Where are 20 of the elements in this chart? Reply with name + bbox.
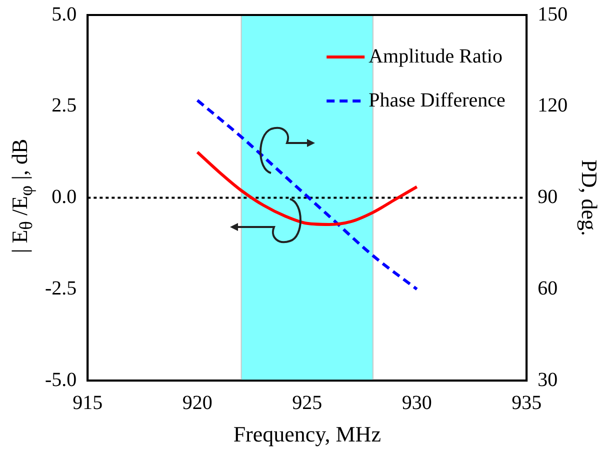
y2-axis-title: PD, deg. <box>577 160 602 236</box>
x-tick-label: 920 <box>182 392 212 414</box>
line-series <box>196 150 418 226</box>
x-axis-title: Frequency, MHz <box>233 422 382 447</box>
y2-tick-label: 60 <box>538 277 558 300</box>
legend-label: Amplitude Ratio <box>368 45 502 68</box>
y-tick-label: 2.5 <box>52 94 77 117</box>
x-tick-label: 930 <box>402 392 432 414</box>
x-tick-label: 915 <box>72 392 103 414</box>
y2-tick-label: 120 <box>538 94 568 117</box>
legend-label: Phase Difference <box>368 89 506 112</box>
y-tick-label: 0.0 <box>52 186 77 208</box>
y-tick-label: -5.0 <box>44 368 77 391</box>
y2-tick-label: 90 <box>538 186 558 208</box>
y-tick-label: 5.0 <box>52 3 77 26</box>
y2-tick-label: 30 <box>538 368 558 391</box>
x-tick-label: 925 <box>292 392 322 414</box>
x-tick-label: 935 <box>512 392 542 414</box>
y2-tick-label: 150 <box>538 3 568 26</box>
y-tick-label: -2.5 <box>44 277 77 300</box>
